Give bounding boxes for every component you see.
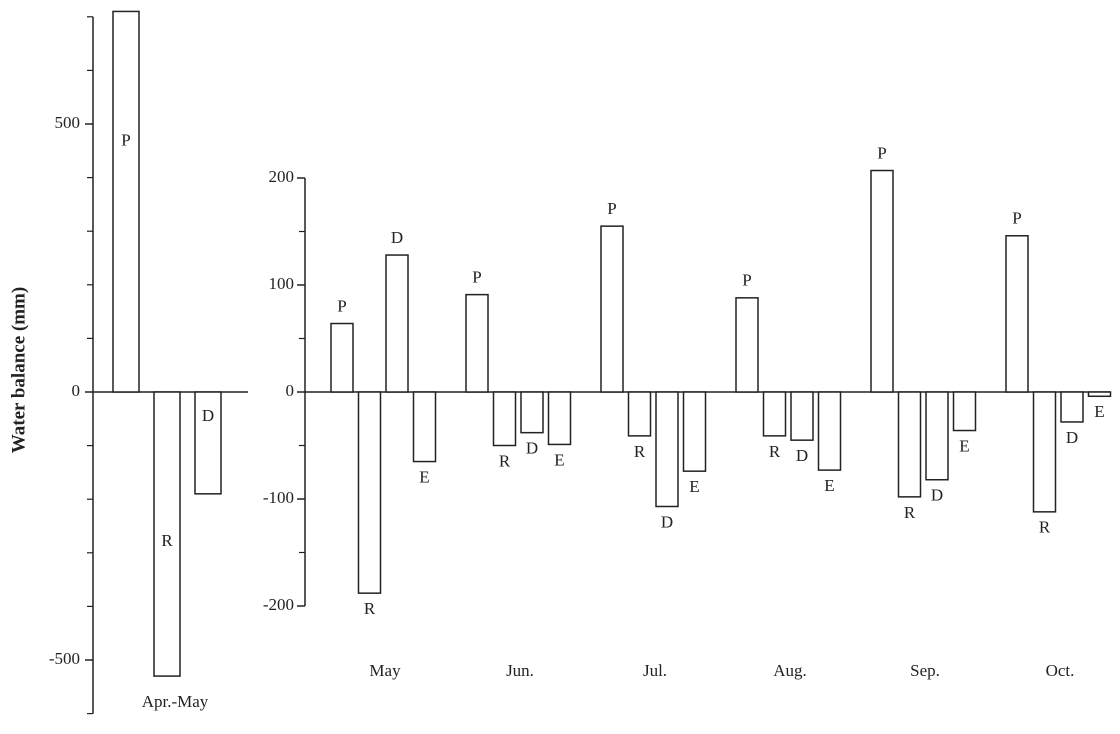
bar	[1087, 391, 1112, 398]
bar-label: D	[1066, 428, 1078, 447]
bar-label: D	[526, 439, 538, 458]
bar	[1005, 235, 1029, 393]
bar	[952, 391, 977, 432]
bar-label: R	[769, 442, 781, 461]
bar-label: R	[904, 503, 916, 522]
bar	[492, 391, 517, 447]
bar-label: R	[364, 599, 376, 618]
bar-label: D	[796, 446, 808, 465]
bar	[1032, 391, 1057, 513]
bar-label: E	[1094, 402, 1104, 421]
y-tick-label: 100	[269, 274, 295, 293]
x-tick-label: Sep.	[910, 661, 940, 680]
bar	[153, 391, 181, 677]
bar-label: D	[661, 512, 673, 531]
bar-label: R	[499, 451, 511, 470]
bar-label: D	[202, 406, 214, 425]
bar	[762, 391, 787, 437]
bar-label: P	[337, 296, 346, 315]
bar-label: D	[931, 486, 943, 505]
bar	[520, 391, 544, 434]
bar-label: R	[1039, 518, 1051, 537]
bar	[194, 391, 222, 495]
bar	[655, 391, 679, 508]
bar-label: P	[121, 131, 130, 150]
x-tick-label: May	[369, 661, 401, 680]
bar	[547, 391, 572, 446]
bar	[897, 391, 922, 498]
bar	[1060, 391, 1084, 423]
y-tick-label: -100	[263, 488, 294, 507]
bar	[925, 391, 949, 481]
x-tick-label: Apr.-May	[142, 692, 209, 711]
bar	[357, 391, 382, 594]
bar	[870, 169, 894, 393]
x-tick-label: Jul.	[643, 661, 667, 680]
bar	[112, 10, 140, 393]
bar	[790, 391, 814, 441]
y-tick-label: 500	[55, 113, 81, 132]
bar	[817, 391, 842, 471]
bar	[627, 391, 652, 437]
bar	[465, 293, 489, 393]
bar-label: E	[959, 436, 969, 455]
bar	[600, 225, 624, 393]
bar	[330, 322, 354, 393]
y-tick-label: 200	[269, 167, 295, 186]
bar	[735, 297, 759, 393]
bar-label: R	[634, 442, 646, 461]
bar-label: R	[161, 531, 173, 550]
y-tick-label: 0	[72, 381, 81, 400]
bar-label: E	[689, 477, 699, 496]
bar-label: E	[824, 476, 834, 495]
bar	[385, 254, 409, 393]
x-tick-label: Oct.	[1046, 661, 1075, 680]
x-tick-label: Jun.	[506, 661, 534, 680]
bar-label: D	[391, 228, 403, 247]
x-tick-label: Aug.	[773, 661, 807, 680]
bar-label: P	[877, 143, 886, 162]
bar	[682, 391, 707, 472]
bar-label: E	[419, 467, 429, 486]
bar-label: E	[554, 450, 564, 469]
y-tick-label: -500	[49, 649, 80, 668]
y-axis-label: Water balance (mm)	[8, 287, 29, 453]
bar-label: P	[607, 199, 616, 218]
y-tick-label: 0	[286, 381, 295, 400]
y-tick-label: -200	[263, 595, 294, 614]
bar	[412, 391, 437, 463]
bar-label: P	[472, 268, 481, 287]
bar-label: P	[742, 271, 751, 290]
bar-label: P	[1012, 209, 1021, 228]
